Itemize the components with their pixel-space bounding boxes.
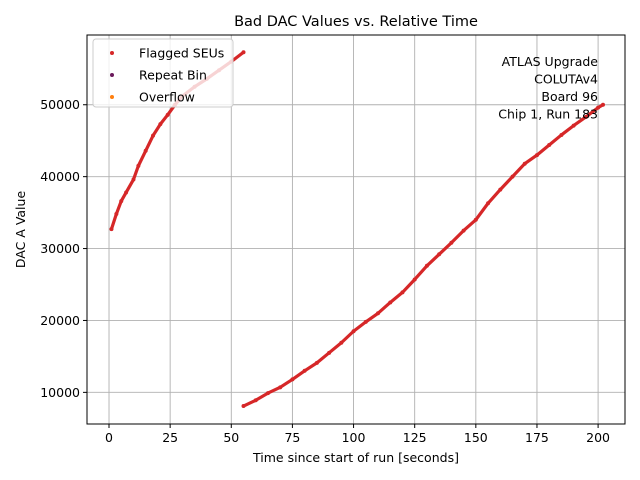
data-point xyxy=(158,122,163,127)
data-point xyxy=(124,190,129,195)
data-point xyxy=(136,163,141,168)
chart-title: Bad DAC Values vs. Relative Time xyxy=(234,14,478,30)
data-point xyxy=(131,177,136,182)
legend-marker xyxy=(110,95,114,99)
data-point xyxy=(339,340,344,345)
data-point xyxy=(449,240,454,245)
legend-box xyxy=(92,38,234,108)
data-point xyxy=(265,391,270,396)
x-tick-label: 175 xyxy=(525,430,549,445)
series-trace xyxy=(241,103,605,408)
data-point xyxy=(596,105,601,110)
data-point xyxy=(534,153,539,158)
data-point xyxy=(559,132,564,137)
data-point xyxy=(363,319,368,324)
legend-label: Overflow xyxy=(139,90,195,105)
data-point xyxy=(486,201,491,206)
data-point xyxy=(351,329,356,334)
data-point xyxy=(547,143,552,148)
legend-marker xyxy=(110,73,114,77)
y-tick-label: 10000 xyxy=(40,385,80,400)
y-tick-label: 40000 xyxy=(40,169,80,184)
y-axis-label: DAC A Value xyxy=(13,191,28,269)
x-tick-label: 100 xyxy=(342,430,366,445)
data-point xyxy=(290,377,295,382)
plot-frame xyxy=(86,34,626,425)
y-tick-label: 50000 xyxy=(40,97,80,112)
data-point xyxy=(424,263,429,268)
data-point xyxy=(143,148,148,153)
grid-lines xyxy=(87,35,625,424)
data-point xyxy=(437,252,442,257)
data-point xyxy=(510,174,515,179)
x-tick-label: 0 xyxy=(105,430,113,445)
legend-label: Repeat Bin xyxy=(139,68,207,83)
y-tick-label: 30000 xyxy=(40,241,80,256)
data-point xyxy=(376,311,381,316)
data-point xyxy=(241,50,246,55)
data-point xyxy=(461,228,466,233)
x-tick-label: 125 xyxy=(403,430,427,445)
x-tick-label: 150 xyxy=(464,430,488,445)
annotation-line: Board 96 xyxy=(541,89,598,104)
legend: Flagged SEUs Repeat Bin Overflow xyxy=(92,38,234,108)
data-point xyxy=(114,212,119,217)
data-point xyxy=(412,277,417,282)
x-axis-label: Time since start of run [seconds] xyxy=(252,450,459,465)
legend-label: Flagged SEUs xyxy=(139,46,224,61)
data-point xyxy=(302,368,307,373)
data-point xyxy=(165,112,170,117)
x-tick-label: 200 xyxy=(586,430,610,445)
data-point xyxy=(241,404,246,409)
annotation-block: ATLAS Upgrade COLUTAv4 Board 96 Chip 1, Run… xyxy=(498,54,598,122)
data-point xyxy=(583,114,588,119)
annotation-line: ATLAS Upgrade xyxy=(502,54,599,69)
data-point xyxy=(571,123,576,128)
annotation-line: COLUTAv4 xyxy=(534,72,598,87)
x-tick-label: 25 xyxy=(162,430,178,445)
x-tick-label: 50 xyxy=(223,430,239,445)
data-point xyxy=(473,217,478,222)
data-point xyxy=(314,360,319,365)
data-point xyxy=(151,133,156,138)
axis-ticks: 0 25 50 75 100 125 150 175 200 10000 20000 30000 400… xyxy=(40,97,610,445)
data-point xyxy=(400,290,405,295)
data-point xyxy=(600,102,605,107)
data-point xyxy=(388,300,393,305)
data-point xyxy=(522,161,527,166)
annotation-line: Chip 1, Run 183 xyxy=(498,107,598,122)
data-point xyxy=(253,398,258,403)
y-tick-label: 20000 xyxy=(40,313,80,328)
legend-marker xyxy=(110,51,114,55)
x-tick-label: 75 xyxy=(284,430,300,445)
data-point xyxy=(498,187,503,192)
data-point xyxy=(327,350,332,355)
data-point xyxy=(278,385,283,390)
data-point xyxy=(109,227,114,232)
data-point xyxy=(119,199,124,204)
